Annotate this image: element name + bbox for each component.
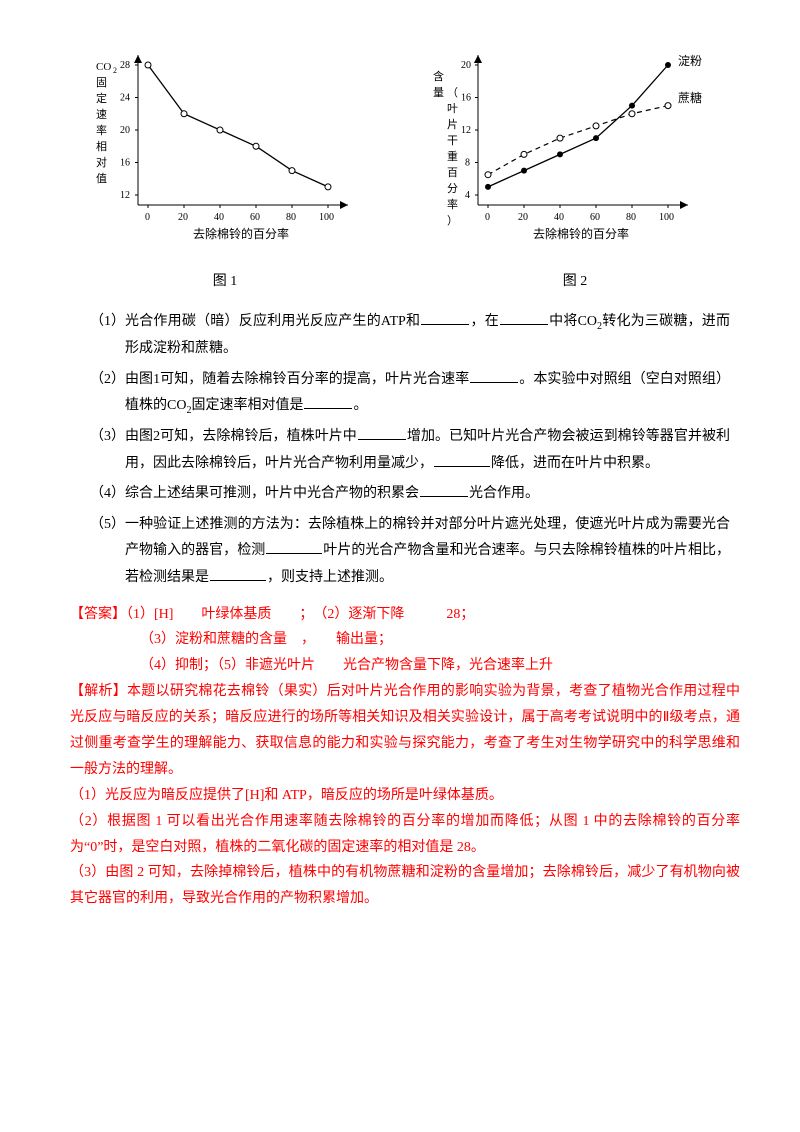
blank [210, 567, 266, 581]
answer-label: 【答案】 [70, 607, 126, 622]
svg-text:CO: CO [96, 61, 111, 73]
svg-text:20: 20 [461, 60, 471, 71]
svg-text:40: 40 [554, 212, 564, 223]
legend-starch: 淀粉 [678, 54, 702, 68]
svg-text:20: 20 [120, 125, 130, 136]
svg-text:80: 80 [286, 212, 296, 223]
svg-text:分: 分 [447, 182, 458, 195]
svg-text:20: 20 [178, 212, 188, 223]
svg-text:12: 12 [461, 125, 471, 136]
svg-text:4: 4 [465, 190, 470, 201]
svg-text:0: 0 [485, 212, 490, 223]
question-5: （5） 一种验证上述推测的方法为：去除植株上的棉铃并对部分叶片遮光处理，使遮光叶… [90, 512, 730, 592]
charts-row: CO2 固 定 速 率 相 对 值 12 16 20 24 28 [50, 40, 750, 261]
svg-text:定: 定 [96, 91, 107, 105]
question-3: （3） 由图2可知，去除棉铃后，植株叶片中增加。已知叶片光合产物会被运到棉铃等器… [90, 424, 730, 477]
svg-text:100: 100 [659, 212, 674, 223]
svg-text:固: 固 [96, 76, 107, 89]
blank [421, 311, 469, 325]
chart1-caption: 图 1 [80, 269, 370, 296]
svg-text:80: 80 [626, 212, 636, 223]
svg-text:16: 16 [120, 158, 130, 169]
question-2: （2） 由图1可知，随着去除棉铃百分率的提高，叶片光合速率。本实验中对照组（空白… [90, 367, 730, 420]
chart-2: 含 量 （ 叶 片 干 重 百 分 率 ） 4 8 12 16 20 [423, 40, 723, 261]
svg-text:相: 相 [96, 140, 107, 153]
svg-text:（: （ [447, 86, 458, 99]
svg-text:片: 片 [447, 118, 458, 131]
svg-text:28: 28 [120, 60, 130, 71]
answers-block: 【答案】（1）[H] 叶绿体基质 ； （2）逐渐下降 28； （3）淀粉和蔗糖的… [50, 602, 750, 913]
blank [358, 426, 406, 440]
svg-text:24: 24 [120, 93, 130, 104]
svg-text:40: 40 [214, 212, 224, 223]
chart-1: CO2 固 定 速 率 相 对 值 12 16 20 24 28 [78, 40, 368, 261]
questions-block: （1） 光合作用碳（暗）反应利用光反应产生的ATP和，在中将CO2转化为三碳糖，… [50, 309, 750, 591]
svg-text:干: 干 [447, 135, 458, 147]
legend-sucrose: 蔗糖 [678, 90, 702, 105]
question-4: （4） 综合上述结果可推测，叶片中光合产物的积累会光合作用。 [90, 481, 730, 508]
svg-text:2: 2 [113, 66, 117, 75]
svg-text:重: 重 [447, 149, 458, 163]
blank [470, 369, 518, 383]
svg-text:值: 值 [96, 172, 107, 185]
svg-text:百: 百 [447, 167, 458, 179]
svg-text:叶: 叶 [447, 102, 458, 115]
svg-text:12: 12 [120, 190, 130, 201]
svg-text:对: 对 [96, 155, 107, 169]
blank [434, 453, 490, 467]
chart-captions: 图 1 图 2 [50, 269, 750, 296]
analysis-label: 【解析】 [70, 684, 127, 699]
svg-text:率: 率 [96, 123, 107, 137]
chart2-caption: 图 2 [430, 269, 720, 296]
svg-text:16: 16 [461, 93, 471, 104]
blank [266, 540, 322, 554]
svg-text:去除棉铃的百分率: 去除棉铃的百分率 [193, 226, 289, 241]
blank [304, 395, 352, 409]
svg-text:100: 100 [319, 212, 334, 223]
svg-text:20: 20 [518, 212, 528, 223]
svg-text:60: 60 [250, 212, 260, 223]
svg-text:0: 0 [145, 212, 150, 223]
svg-text:去除棉铃的百分率: 去除棉铃的百分率 [533, 226, 629, 241]
svg-text:量: 量 [433, 86, 444, 99]
blank [420, 483, 468, 497]
question-1: （1） 光合作用碳（暗）反应利用光反应产生的ATP和，在中将CO2转化为三碳糖，… [90, 309, 730, 362]
svg-text:速: 速 [96, 108, 107, 121]
svg-text:率: 率 [447, 197, 458, 211]
blank [500, 311, 548, 325]
svg-text:）: ） [447, 214, 458, 227]
svg-text:含: 含 [433, 69, 444, 83]
svg-text:60: 60 [590, 212, 600, 223]
svg-text:8: 8 [465, 158, 470, 169]
